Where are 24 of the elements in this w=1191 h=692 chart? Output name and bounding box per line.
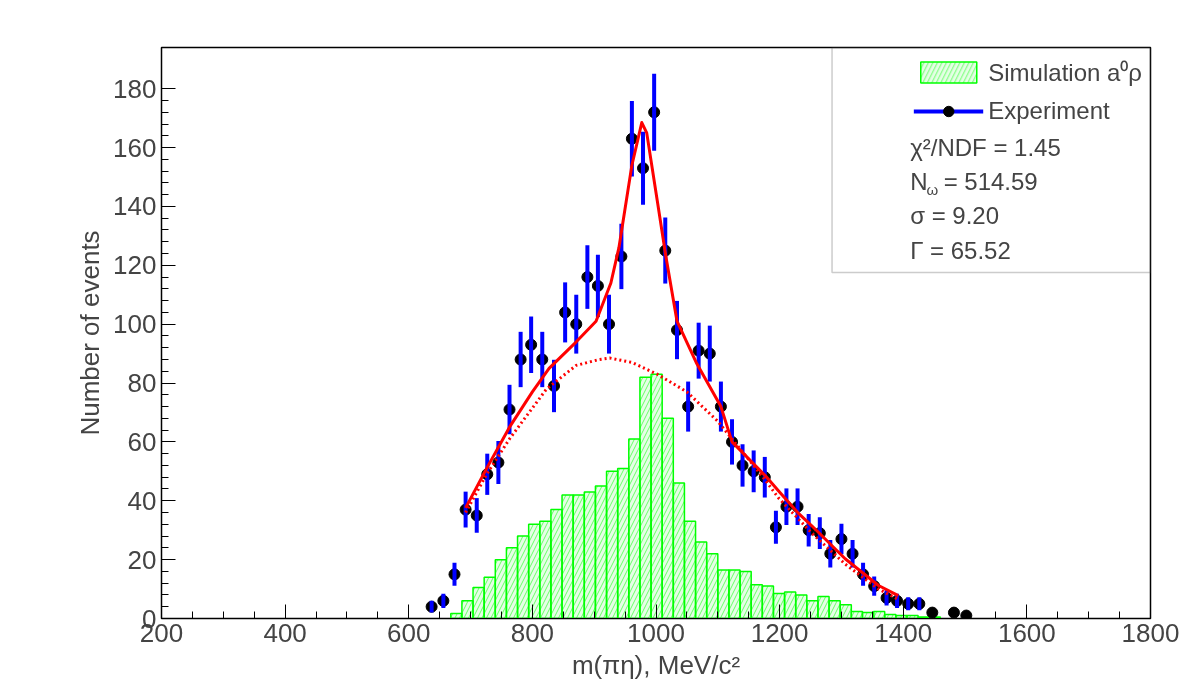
y-tick-label: 140 [113, 191, 157, 222]
annotation: χ²/NDF = 1.45 [910, 133, 1061, 161]
y-tick-label: 180 [113, 73, 157, 104]
y-axis-title: Number of events [75, 230, 106, 436]
y-tick-label: 80 [127, 368, 157, 399]
x-tick-label: 1200 [750, 617, 809, 648]
x-tick-label: 600 [387, 617, 431, 648]
x-tick-label: 1800 [1121, 617, 1180, 648]
x-tick-label: 400 [263, 617, 307, 648]
y-tick-label: 40 [127, 485, 157, 516]
y-tick-label: 160 [113, 132, 157, 163]
y-tick-label: 60 [127, 426, 157, 457]
x-tick-label: 800 [510, 617, 555, 648]
x-tick-label: 1600 [997, 617, 1056, 648]
annotation: σ = 9.20 [910, 202, 1000, 230]
legend-label: Experiment [988, 97, 1110, 125]
y-tick-label: 20 [127, 544, 157, 575]
x-tick-label: 1400 [874, 617, 933, 648]
annotation: Γ = 65.52 [910, 236, 1011, 264]
legend-label: Simulation a⁰ρ [988, 58, 1142, 88]
x-tick-label: 1000 [627, 617, 685, 648]
y-tick-label: 100 [113, 309, 157, 340]
x-axis-title: m(πη), MeV/c² [571, 649, 741, 680]
y-tick-label: 120 [113, 250, 157, 281]
